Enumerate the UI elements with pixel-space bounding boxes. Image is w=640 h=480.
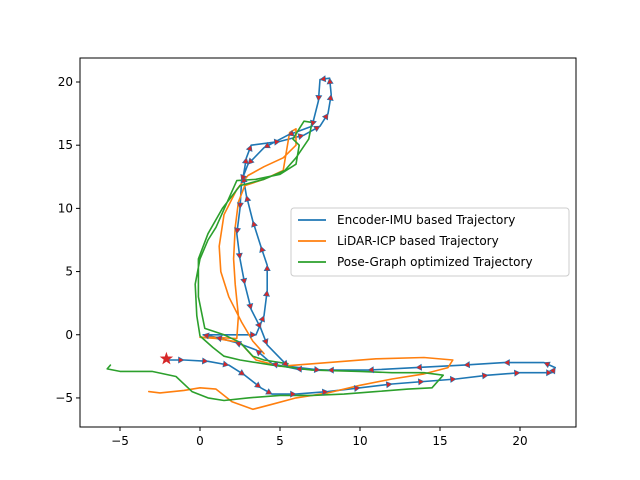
direction-arrow [265, 388, 273, 395]
direction-arrow [281, 359, 289, 367]
direction-arrow [254, 381, 262, 389]
series-line-3 [106, 120, 444, 402]
direction-arrow [251, 220, 258, 228]
direction-arrow [235, 252, 243, 260]
direction-arrow [234, 341, 242, 348]
arrow-layer [178, 75, 556, 398]
y-tick-label: 15 [58, 138, 73, 152]
direction-arrow [385, 381, 393, 389]
series-line-2 [148, 128, 454, 411]
direction-arrow [513, 369, 521, 377]
marker-layer [159, 351, 174, 365]
direction-arrow [262, 289, 270, 297]
y-tick-label: 20 [58, 75, 73, 89]
direction-arrow [449, 375, 457, 383]
direction-arrow [234, 227, 242, 235]
x-tick-label: 0 [196, 434, 204, 448]
direction-arrow [295, 365, 302, 373]
direction-arrow [417, 378, 425, 386]
direction-arrow [326, 77, 334, 85]
direction-arrow [503, 359, 510, 367]
x-tick-label: 10 [352, 434, 367, 448]
y-axis-ticks: −5 0 5 10 15 20 [55, 75, 80, 405]
direction-arrow [258, 315, 265, 323]
direction-arrow [313, 125, 321, 133]
x-tick-label: 15 [432, 434, 447, 448]
legend-label-2: LiDAR-ICP based Trajectory [337, 234, 499, 248]
direction-arrow [255, 349, 263, 357]
direction-arrow [178, 356, 185, 364]
direction-arrow [201, 357, 209, 365]
direction-arrow [237, 369, 246, 376]
direction-arrow [321, 113, 329, 121]
legend-label-3: Pose-Graph optimized Trajectory [337, 255, 533, 269]
y-tick-label: 0 [65, 328, 73, 342]
direction-arrow [297, 133, 305, 140]
direction-arrow [222, 360, 230, 368]
start-marker [159, 351, 174, 365]
direction-arrow [549, 367, 556, 375]
direction-arrow [481, 372, 489, 380]
direction-arrow [245, 144, 253, 152]
direction-arrow [543, 361, 551, 369]
direction-arrow [236, 202, 244, 210]
direction-arrow [326, 93, 334, 101]
direction-arrow [261, 338, 269, 346]
direction-arrow [259, 245, 266, 253]
direction-arrow [309, 119, 317, 127]
direction-arrow [321, 388, 329, 396]
direction-arrow [546, 369, 553, 377]
direction-arrow [287, 129, 295, 137]
direction-arrow [215, 335, 223, 343]
direction-arrow [240, 277, 248, 285]
direction-arrow [263, 264, 271, 272]
direction-arrow [246, 302, 254, 311]
direction-arrow [250, 331, 257, 339]
y-tick-label: −5 [55, 391, 73, 405]
legend: Encoder-IMU based Trajectory LiDAR-ICP ba… [290, 207, 570, 277]
direction-arrow [367, 366, 375, 374]
direction-arrow [463, 361, 471, 369]
direction-arrow [327, 366, 334, 374]
x-axis-ticks: −5 0 5 10 15 20 [111, 427, 528, 448]
direction-arrow [241, 157, 249, 165]
legend-label-1: Encoder-IMU based Trajectory [337, 213, 515, 227]
x-tick-label: 5 [276, 434, 284, 448]
plot-frame [79, 57, 577, 428]
direction-arrow [290, 390, 297, 398]
direction-arrow [202, 332, 210, 340]
direction-arrow [247, 157, 255, 165]
direction-arrow [319, 75, 327, 83]
direction-arrow [313, 365, 321, 373]
direction-arrow [240, 173, 247, 182]
direction-arrow [353, 385, 361, 393]
x-tick-label: −5 [111, 434, 129, 448]
legend-frame [290, 207, 570, 277]
direction-arrow [273, 138, 281, 146]
direction-arrow [244, 195, 252, 203]
y-tick-label: 10 [58, 201, 73, 215]
x-tick-label: 20 [512, 434, 527, 448]
direction-arrow [263, 141, 271, 149]
y-tick-label: 5 [65, 265, 73, 279]
direction-arrow [255, 321, 262, 329]
direction-arrow [271, 361, 279, 369]
direction-arrow [415, 363, 423, 371]
direction-arrow [315, 94, 323, 102]
